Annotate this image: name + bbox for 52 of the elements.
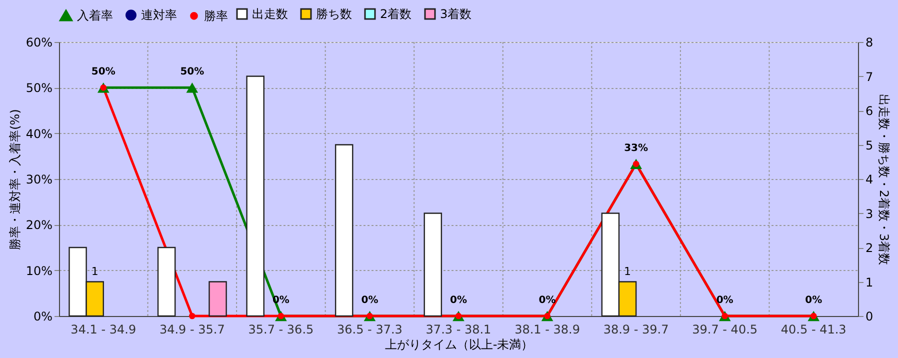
data-label: 1 bbox=[624, 264, 632, 278]
y-tick-label: 50% bbox=[26, 81, 52, 96]
data-label: 0% bbox=[361, 295, 378, 306]
y2-tick-label: 2 bbox=[866, 241, 874, 255]
data-label: 0% bbox=[538, 295, 556, 306]
legend-label: 入着率 bbox=[77, 8, 113, 22]
y2-tick-label: 6 bbox=[866, 104, 874, 118]
y2-tick-label: 0 bbox=[866, 310, 874, 324]
x-tick-label: 37.3 - 38.1 bbox=[426, 322, 492, 336]
y2-tick-label: 1 bbox=[866, 275, 874, 290]
legend-label: 出走数 bbox=[252, 7, 288, 21]
y2-tick-label: 3 bbox=[866, 206, 874, 221]
y-tick-label: 20% bbox=[26, 218, 52, 232]
legend-label: 2着数 bbox=[380, 7, 412, 21]
bar bbox=[424, 212, 442, 317]
data-label: 0% bbox=[805, 295, 822, 306]
point bbox=[189, 312, 196, 320]
data-label: 50% bbox=[180, 66, 204, 78]
legend-label: 勝ち数 bbox=[316, 7, 352, 21]
y2-axis-title: 出走数・勝ち数・2着数・3着数 bbox=[877, 94, 892, 266]
x-tick-label: 40.5 - 41.3 bbox=[780, 322, 846, 336]
data-label: 0% bbox=[450, 295, 467, 306]
data-label: 33% bbox=[624, 142, 648, 154]
y2-tick-label: 8 bbox=[866, 36, 874, 50]
x-axis-title: 上がりタイム（以上-未満） bbox=[384, 338, 534, 352]
y-tick-label: 60% bbox=[26, 36, 52, 50]
legend-label: 勝率 bbox=[204, 8, 228, 23]
y2-tick-label: 5 bbox=[866, 138, 874, 152]
x-tick-label: 38.1 - 38.9 bbox=[514, 322, 580, 336]
legend-label: 3着数 bbox=[440, 7, 472, 21]
x-tick-label: 38.9 - 39.7 bbox=[603, 322, 669, 336]
x-tick-label: 35.7 - 36.5 bbox=[248, 322, 314, 336]
x-tick-label: 34.9 - 35.7 bbox=[159, 322, 225, 336]
data-label: 0% bbox=[716, 295, 734, 306]
y-tick-label: 0% bbox=[33, 310, 52, 324]
y-tick-label: 30% bbox=[26, 172, 52, 186]
y-tick-label: 10% bbox=[26, 264, 52, 278]
y-tick-label: 40% bbox=[26, 126, 52, 141]
bar bbox=[334, 144, 354, 317]
data-label: 50% bbox=[91, 66, 116, 78]
x-tick-label: 36.5 - 37.3 bbox=[337, 322, 402, 336]
x-tick-label: 39.7 - 40.5 bbox=[692, 322, 758, 336]
y2-tick-label: 4 bbox=[866, 172, 874, 186]
point bbox=[186, 82, 198, 93]
data-label: 1 bbox=[91, 264, 98, 278]
bar bbox=[157, 246, 176, 317]
bar bbox=[208, 281, 227, 317]
bar bbox=[246, 76, 264, 317]
legend-label: 連対率 bbox=[141, 8, 177, 22]
x-tick-label: 34.1 - 34.9 bbox=[70, 322, 136, 336]
y-axis-title: 勝率・連対率・入着率(%) bbox=[8, 109, 22, 250]
y2-tick-label: 7 bbox=[866, 70, 874, 84]
